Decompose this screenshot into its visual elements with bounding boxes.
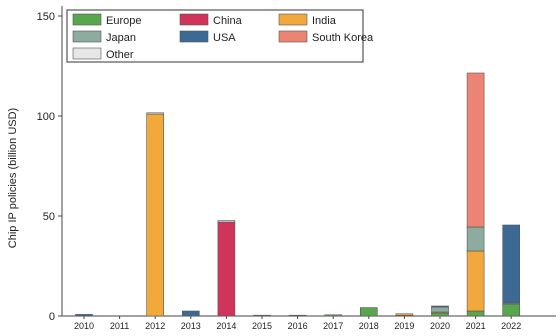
bar-segment-europe-2018 (359, 307, 378, 317)
bar-segment-europe-2022 (502, 303, 521, 317)
bar-segment-india-2021 (466, 250, 485, 312)
x-tick-label: 2012 (145, 321, 165, 331)
x-tick-label: 2016 (288, 321, 308, 331)
legend-label-europe: Europe (106, 15, 141, 27)
x-tick-label: 2019 (394, 321, 414, 331)
y-tick-label: 50 (43, 211, 55, 223)
bars (75, 72, 521, 317)
legend-swatch-usa (179, 30, 209, 43)
x-tick-label: 2018 (359, 321, 379, 331)
legend-label-japan: Japan (106, 32, 136, 44)
legend-swatch-other (72, 47, 102, 60)
x-tick-label: 2017 (323, 321, 343, 331)
bar-segment-europe-2015 (253, 314, 271, 317)
legend-swatch-europe (72, 13, 102, 26)
bar-segment-europe-2017 (324, 314, 343, 317)
legend-label-china: China (213, 15, 243, 27)
bar-segment-india-2019 (395, 313, 414, 316)
legend-label-india: India (312, 15, 337, 27)
legend-label-usa: USA (213, 32, 236, 44)
x-tick-label: 2021 (466, 321, 486, 331)
legend-box (66, 9, 364, 63)
bar-segment-japan-2021 (466, 226, 485, 252)
x-tick-label: 2015 (252, 321, 272, 331)
bar-segment-usa-2022 (502, 224, 521, 304)
bar-segment-europe-2020 (431, 312, 449, 317)
legend-label-south-korea: South Korea (312, 32, 374, 44)
legend-swatch-india (278, 13, 308, 26)
bar-segment-other-2012 (146, 112, 164, 115)
y-axis-label: Chip IP policies (billion USD) (7, 108, 19, 248)
bar-segment-usa-2013 (182, 310, 200, 317)
bar-segment-usa-2010 (75, 314, 93, 317)
bar-segment-usa-2020 (431, 305, 449, 308)
x-tick-label: 2014 (216, 321, 236, 331)
legend-swatch-china (179, 13, 209, 26)
bar-segment-europe-2021 (466, 310, 485, 317)
legend-swatch-south-korea (278, 30, 308, 43)
x-tick-label: 2020 (430, 321, 450, 331)
bar-segment-europe-2016 (288, 314, 307, 317)
y-tick-label: 150 (37, 11, 55, 23)
tick-labels: 0 50 100 150 2010 2011 2012 2013 2014 2015 2016 201… (37, 11, 522, 331)
bar-segment-china-2014 (217, 221, 236, 317)
x-tick-label: 2013 (181, 321, 201, 331)
x-tick-label: 2011 (110, 321, 129, 331)
bar-segment-india-2012 (146, 113, 164, 317)
bar-segment-south-korea-2021 (466, 72, 485, 228)
bar-segment-other-2014 (217, 220, 236, 223)
bar-segment-japan-2020 (431, 306, 449, 313)
y-tick-label: 100 (37, 111, 55, 123)
x-tick-label: 2010 (74, 321, 94, 331)
legend-swatch-japan (72, 30, 102, 43)
y-tick-label: 0 (49, 311, 55, 323)
x-tick-label: 2022 (501, 321, 521, 331)
legend-label-other: Other (106, 49, 134, 61)
legend: Europe China India Japan USA South Korea Other (66, 9, 374, 63)
